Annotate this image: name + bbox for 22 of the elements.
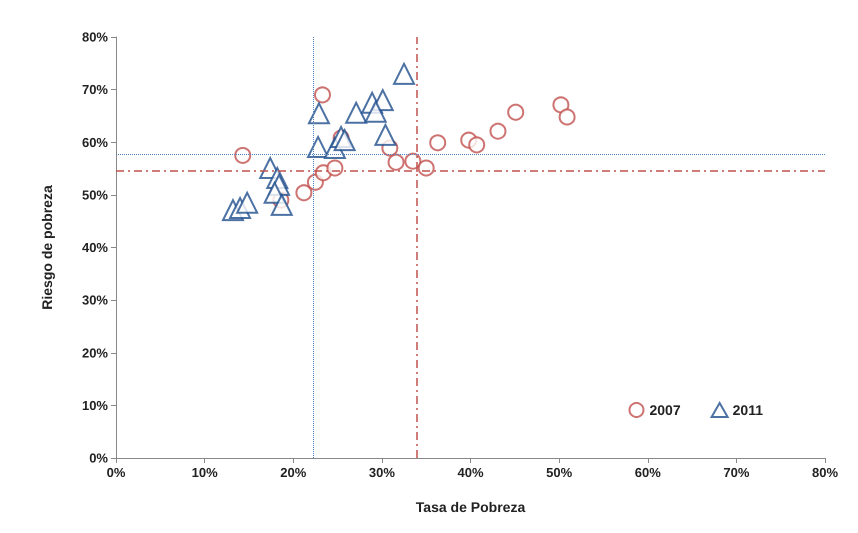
y-tick-label: 0% [89,450,108,466]
x-tick-label: 80% [812,465,838,480]
y-tick-label: 60% [82,134,108,150]
y-tick-label: 10% [82,398,108,413]
x-axis-title: Tasa de Pobreza [416,499,526,515]
x-tick-label: 60% [634,465,662,480]
x-tick-label: 40% [457,465,484,480]
y-tick-label: 50% [82,187,108,202]
x-tick-label: 10% [192,465,218,480]
y-tick-label: 40% [82,240,108,255]
x-tick-label: 50% [546,465,573,480]
y-tick-label: 80% [82,30,108,44]
y-tick-label: 70% [82,82,108,98]
x-tick-label: 70% [723,465,750,480]
y-axis-title: Riesgo de pobreza [39,185,55,310]
y-tick-label: 20% [82,345,108,360]
y-tick-label: 30% [82,292,108,308]
x-tick-label: 0% [106,465,126,480]
legend-label: 2011 [732,402,764,418]
x-tick-label: 30% [368,465,396,480]
x-tick-label: 20% [280,465,307,480]
legend-label: 2007 [649,402,681,418]
